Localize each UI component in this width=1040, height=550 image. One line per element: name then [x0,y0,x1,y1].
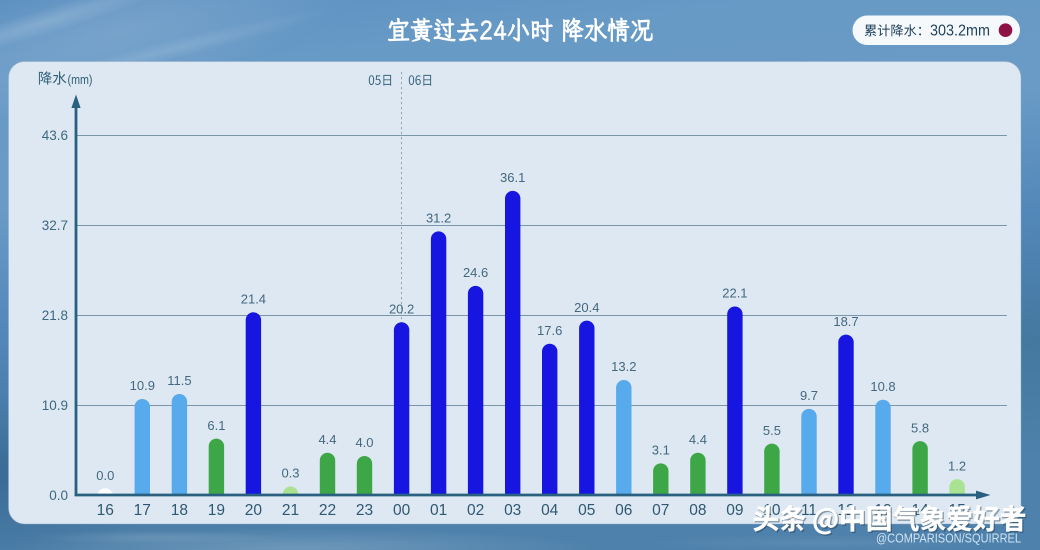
svg-text:@COMPARISON/SQUIRREL: @COMPARISON/SQUIRREL [876,532,1021,546]
svg-text:0.0: 0.0 [49,488,68,503]
svg-text:13.2: 13.2 [611,359,636,374]
svg-text:23: 23 [356,502,373,519]
svg-text:21: 21 [282,502,299,519]
svg-text:4.4: 4.4 [318,432,336,447]
svg-text:5.5: 5.5 [763,423,781,438]
svg-text:4.0: 4.0 [355,435,373,450]
svg-text:01: 01 [430,502,447,519]
svg-text:11.5: 11.5 [167,373,191,388]
svg-text:(mm): (mm) [68,72,93,87]
svg-text:5.8: 5.8 [911,420,929,435]
svg-text:05: 05 [578,502,595,519]
svg-text:31.2: 31.2 [426,211,451,226]
svg-text:02: 02 [467,502,484,519]
svg-text:21.8: 21.8 [42,308,68,323]
svg-text:20.2: 20.2 [389,301,414,316]
svg-text:20.4: 20.4 [574,300,599,315]
svg-text:11: 11 [801,502,817,519]
svg-text:06: 06 [615,502,632,519]
svg-text:09: 09 [726,502,743,519]
svg-text:303.2mm: 303.2mm [930,22,990,39]
svg-text:22.1: 22.1 [722,286,747,301]
svg-text:10.8: 10.8 [870,379,895,394]
svg-text:22: 22 [319,502,336,519]
svg-text:17.6: 17.6 [537,323,562,338]
svg-text:24.6: 24.6 [463,265,488,280]
svg-text:10.9: 10.9 [130,378,155,393]
svg-text:18: 18 [171,502,188,519]
svg-text:21.4: 21.4 [241,292,266,307]
svg-text:6.1: 6.1 [207,418,225,433]
svg-text:03: 03 [504,502,521,519]
svg-text:17: 17 [134,502,151,519]
svg-text:19: 19 [208,502,225,519]
svg-text:32.7: 32.7 [42,218,68,233]
svg-text:36.1: 36.1 [500,170,525,185]
svg-text:08: 08 [689,502,706,519]
svg-text:10.9: 10.9 [42,398,68,413]
svg-text:20: 20 [245,502,263,519]
svg-text:9.7: 9.7 [800,388,818,403]
svg-text:18.7: 18.7 [833,314,858,329]
svg-text:4.4: 4.4 [689,432,707,447]
svg-text:0.3: 0.3 [281,466,299,481]
svg-text:00: 00 [393,502,411,519]
svg-text:3.1: 3.1 [652,443,670,458]
svg-text:0.0: 0.0 [96,468,114,483]
svg-text:43.6: 43.6 [42,128,68,143]
svg-text:16: 16 [97,502,114,519]
svg-text:04: 04 [541,502,559,519]
svg-text:07: 07 [652,502,669,519]
svg-text:1.2: 1.2 [948,458,966,473]
